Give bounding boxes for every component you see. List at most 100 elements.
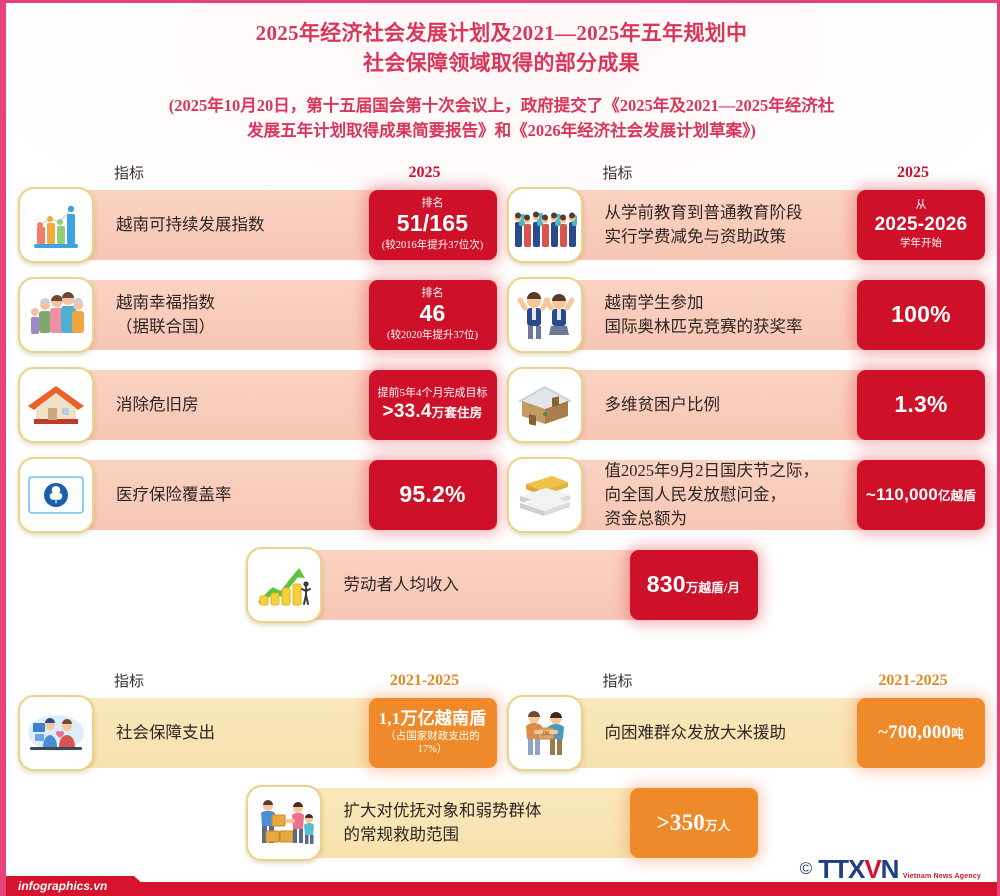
badge-unit: 亿越盾	[937, 489, 977, 504]
metric-row[interactable]: 从学前教育到普通教育阶段 实行学费减免与资助政策 从 2025-2026 学年开始	[506, 186, 985, 264]
income-growth-icon	[245, 546, 322, 623]
money-stack-icon	[506, 456, 583, 533]
logo-wordmark: TTXVN	[818, 854, 899, 884]
section-2025: 指标 2025	[6, 160, 997, 546]
metric-row[interactable]: 社会保障支出 1,1万亿越南盾 （占国家财政支出的17%）	[18, 694, 497, 772]
aid-delivery-family-icon	[245, 784, 322, 861]
metric-badge: ~700,000吨	[857, 697, 985, 768]
badge-value: 100%	[891, 300, 951, 327]
metric-label: 向困难群众发放大米援助	[604, 722, 787, 742]
svg-text:GẠO: GẠO	[540, 731, 551, 737]
badge-value: 46	[419, 300, 446, 327]
badge-top-text: 提前5年4个月完成目标	[377, 387, 488, 400]
metric-badge: 1.3%	[857, 369, 985, 440]
header-year: 2025	[897, 163, 929, 181]
header-year: 2025	[408, 163, 441, 181]
poster-footer: infographics.vn © TTXVN Vietnam News Age…	[6, 856, 997, 896]
metric-row[interactable]: 医疗保险覆盖率 95.2%	[18, 456, 497, 534]
metric-badge: 100%	[857, 279, 985, 350]
header-label: 指标	[602, 166, 633, 183]
badge-value: 1,1万亿越南盾	[378, 709, 487, 729]
metric-row[interactable]: 扩大对优抚对象和弱势群体 的常规救助范围 >350万人	[245, 784, 758, 862]
metric-label: 越南可持续发展指数	[116, 214, 265, 234]
badge-sub-text: （占国家财政支出的17%）	[385, 731, 480, 756]
metric-row[interactable]: 消除危旧房 提前5年4个月完成目标 >33.4万套住房	[18, 366, 497, 444]
site-tag-label: infographics.vn	[18, 879, 108, 893]
badge-value: >350万人	[657, 810, 731, 836]
poor-house-icon	[506, 366, 583, 443]
metric-row[interactable]: 值2025年9月2日国庆节之际， 向全国人民发放慰问金， 资金总额为 ~110,00…	[506, 456, 985, 534]
metric-badge: 830万越盾/月	[629, 549, 758, 620]
metric-row[interactable]: 越南幸福指数 （据联合国） 排名 46 (较2020年提升37位)	[18, 276, 497, 354]
header-year: 2021-2025	[878, 671, 948, 689]
footer-red-bar	[6, 882, 997, 896]
title-line-1: 2025年经济社会发展计划及2021—2025年五年规划中	[255, 21, 748, 45]
header-label: 指标	[602, 674, 633, 691]
badge-value: 1.3%	[894, 390, 948, 417]
badge-top-text: 排名	[421, 287, 444, 300]
copyright-icon: ©	[799, 859, 813, 878]
rice-donation-icon: GẠO	[506, 694, 583, 771]
badge-value: 95.2%	[399, 480, 466, 507]
header-year: 2021-2025	[389, 671, 460, 689]
metric-label: 劳动者人均收入	[343, 574, 460, 594]
metric-badge: 95.2%	[368, 459, 497, 530]
section-2021-2025-left-column: 指标 2021-2025	[18, 668, 497, 784]
badge-number: 830	[646, 570, 686, 597]
metric-row[interactable]: 越南学生参加 国际奥林匹克竞赛的获奖率 100%	[506, 276, 985, 354]
social-care-icon	[18, 694, 94, 771]
badge-number: >350	[656, 809, 705, 835]
badge-number: >33.4	[382, 401, 432, 423]
section-2025-left-column: 指标 2025	[18, 160, 497, 546]
metric-row[interactable]: GẠO 向困难群众发放大米援助 ~700,000吨	[506, 694, 985, 772]
badge-unit: 万人	[705, 818, 731, 833]
metric-badge: ~110,000亿越盾	[857, 459, 985, 530]
site-tag[interactable]: infographics.vn	[6, 876, 156, 896]
metric-badge: 从 2025-2026 学年开始	[857, 189, 985, 260]
metric-row[interactable]: 多维贫困户比例 1.3%	[506, 366, 985, 444]
subtitle-line-2: 发展五年计划取得成果简要报告》和《2026年经济社会发展计划草案》)	[247, 121, 756, 141]
family-group-icon	[18, 276, 94, 353]
badge-unit: 万越盾/月	[685, 580, 741, 595]
section-2021-2025: 指标 2021-2025	[6, 668, 997, 784]
badge-unit: 吨	[951, 727, 964, 742]
header-label: 指标	[114, 166, 145, 183]
title-line-2: 社会保障领域取得的部分成果	[363, 50, 640, 75]
metric-label: 越南幸福指数 （据联合国）	[116, 292, 215, 336]
badge-value: 51/165	[396, 210, 469, 237]
metric-label: 扩大对优抚对象和弱势群体 的常规救助范围	[343, 800, 542, 844]
section-divider	[6, 636, 997, 652]
metric-badge: 排名 51/165 (较2016年提升37位次)	[368, 189, 497, 260]
badge-sub-text: (较2020年提升37位)	[387, 330, 478, 342]
metric-row[interactable]: 越南可持续发展指数 排名 51/165 (较2016年提升37位次)	[18, 186, 497, 264]
metric-badge: >350万人	[629, 787, 758, 858]
header-label: 指标	[114, 674, 145, 691]
badge-sub-text: 学年开始	[900, 237, 942, 249]
metric-badge: 排名 46 (较2020年提升37位)	[368, 279, 497, 350]
badge-number: ~110,000	[865, 485, 938, 505]
metric-label: 值2025年9月2日国庆节之际， 向全国人民发放慰问金， 资金总额为	[604, 460, 820, 528]
subtitle-line-1: (2025年10月20日，第十五届国会第十次会议上，政府提交了《2025年及20…	[168, 95, 835, 115]
students-cheering-icon	[506, 276, 583, 353]
metric-row[interactable]: 劳动者人均收入 830万越盾/月	[245, 546, 758, 624]
badge-top-text: 从	[915, 199, 927, 212]
metric-row-center-aid[interactable]: 扩大对优抚对象和弱势群体 的常规救助范围 >350万人	[245, 784, 758, 862]
metric-label: 从学前教育到普通教育阶段 实行学费减免与资助政策	[604, 202, 803, 246]
badge-value: ~110,000亿越盾	[866, 485, 976, 504]
health-insurance-card-icon	[18, 456, 94, 533]
house-roof-icon	[18, 366, 94, 443]
badge-top-text: 排名	[421, 197, 444, 210]
badge-sub-text: (较2016年提升37位次)	[381, 240, 484, 252]
metric-label: 医疗保险覆盖率	[116, 484, 232, 504]
metric-label: 消除危旧房	[116, 394, 199, 414]
poster-title: 2025年经济社会发展计划及2021—2025年五年规划中 社会保障领域取得的部…	[6, 3, 997, 79]
bar-chart-growth-icon	[18, 186, 94, 263]
metric-row-center-income[interactable]: 劳动者人均收入 830万越盾/月	[245, 546, 758, 624]
column-header-right-2021-2025: 指标 2021-2025	[507, 668, 986, 694]
ttxvn-logo: © TTXVN Vietnam News Agency	[800, 856, 981, 882]
logo-tagline: Vietnam News Agency	[902, 873, 981, 880]
badge-value: 830万越盾/月	[646, 570, 741, 598]
metric-label: 社会保障支出	[116, 722, 215, 742]
metric-label: 多维贫困户比例	[604, 394, 721, 414]
badge-value: 2025-2026	[874, 213, 968, 235]
